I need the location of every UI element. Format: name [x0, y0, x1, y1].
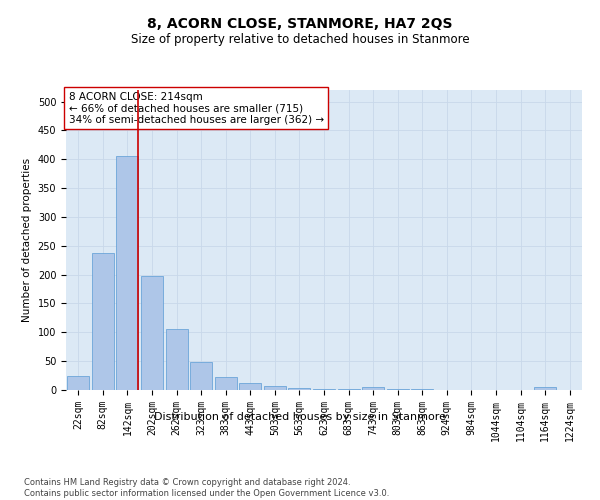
Text: 8, ACORN CLOSE, STANMORE, HA7 2QS: 8, ACORN CLOSE, STANMORE, HA7 2QS — [147, 18, 453, 32]
Bar — [92, 252, 114, 390]
Bar — [239, 382, 262, 390]
Text: 8 ACORN CLOSE: 214sqm
← 66% of detached houses are smaller (715)
34% of semi-det: 8 ACORN CLOSE: 214sqm ← 66% of detached … — [68, 92, 324, 124]
Text: Size of property relative to detached houses in Stanmore: Size of property relative to detached ho… — [131, 32, 469, 46]
Bar — [67, 376, 89, 390]
Bar — [313, 389, 335, 390]
Bar — [362, 386, 384, 390]
Bar — [264, 386, 286, 390]
Bar — [386, 389, 409, 390]
Bar — [289, 388, 310, 390]
Bar — [215, 376, 237, 390]
Bar — [116, 156, 139, 390]
Y-axis label: Number of detached properties: Number of detached properties — [22, 158, 32, 322]
Bar — [190, 362, 212, 390]
Bar — [534, 387, 556, 390]
Bar — [166, 330, 188, 390]
Bar — [141, 276, 163, 390]
Text: Distribution of detached houses by size in Stanmore: Distribution of detached houses by size … — [154, 412, 446, 422]
Text: Contains HM Land Registry data © Crown copyright and database right 2024.
Contai: Contains HM Land Registry data © Crown c… — [24, 478, 389, 498]
